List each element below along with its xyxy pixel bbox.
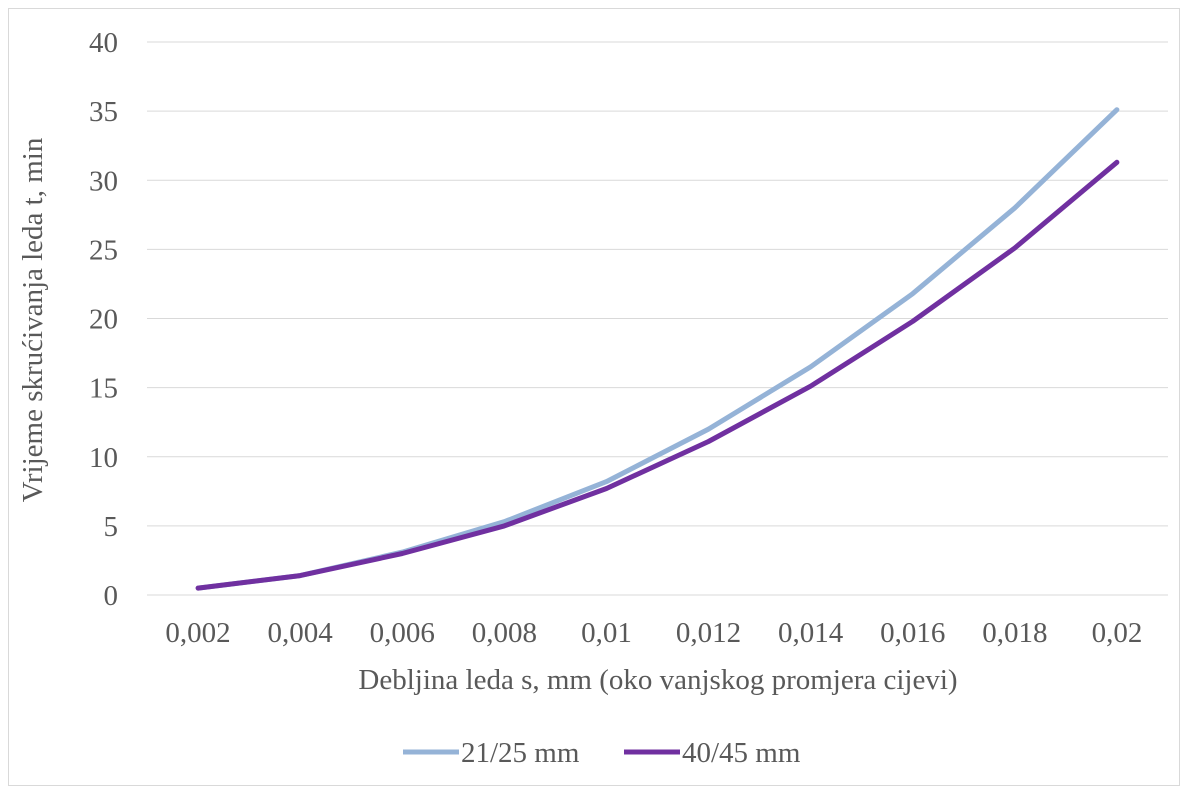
x-tick-label: 0,014 bbox=[778, 617, 844, 649]
y-tick-label: 35 bbox=[89, 96, 118, 128]
series-lines bbox=[195, 107, 1120, 591]
y-axis-title: Vrijeme skrućivanja leda t, min bbox=[17, 137, 49, 502]
y-tick-label: 20 bbox=[89, 304, 118, 336]
y-tick-label: 25 bbox=[89, 234, 118, 266]
x-tick-label: 0,018 bbox=[982, 617, 1047, 649]
x-axis-ticks: 0,002 0,004 0,006 0,008 0,01 0,012 0,014 0,016 0… bbox=[165, 617, 1142, 649]
x-tick-label: 0,004 bbox=[268, 617, 334, 649]
y-tick-label: 30 bbox=[89, 165, 118, 197]
x-tick-label: 0,016 bbox=[880, 617, 945, 649]
series-line-1 bbox=[195, 107, 1120, 591]
legend: 21/25 mm 40/45 mm bbox=[403, 737, 801, 769]
x-tick-label: 0,02 bbox=[1092, 617, 1143, 649]
y-tick-label: 40 bbox=[89, 27, 118, 59]
series-line-2 bbox=[195, 159, 1120, 591]
x-tick-label: 0,006 bbox=[370, 617, 435, 649]
x-tick-label: 0,012 bbox=[676, 617, 741, 649]
x-tick-label: 0,008 bbox=[472, 617, 537, 649]
legend-label-2: 40/45 mm bbox=[682, 737, 801, 769]
chart-frame bbox=[8, 8, 1180, 786]
y-axis-ticks: 0 5 10 15 20 25 30 35 40 bbox=[89, 27, 118, 612]
y-tick-label: 15 bbox=[89, 373, 118, 405]
x-axis-title: Debljina leda s, mm (oko vanjskog promje… bbox=[358, 664, 957, 696]
x-tick-label: 0,01 bbox=[581, 617, 632, 649]
legend-label-1: 21/25 mm bbox=[461, 737, 580, 769]
y-tick-label: 10 bbox=[89, 442, 118, 474]
y-tick-label: 0 bbox=[104, 580, 119, 612]
x-tick-label: 0,002 bbox=[165, 617, 230, 649]
gridlines bbox=[147, 41, 1168, 527]
y-tick-label: 5 bbox=[104, 511, 119, 543]
